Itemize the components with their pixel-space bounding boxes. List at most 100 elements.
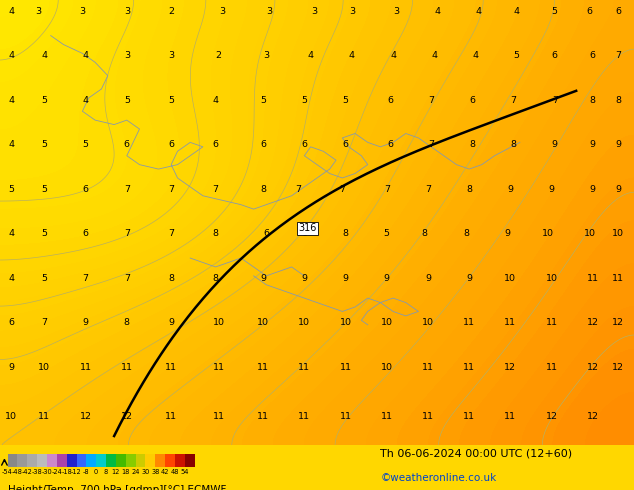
Text: 0: 0	[94, 469, 98, 475]
Text: 6: 6	[586, 7, 593, 16]
Text: 4: 4	[307, 51, 314, 60]
Text: 48: 48	[171, 469, 179, 475]
Text: 12: 12	[121, 412, 133, 420]
Text: 7: 7	[510, 96, 517, 104]
Text: 3: 3	[393, 7, 399, 16]
Text: 8: 8	[212, 273, 219, 283]
Text: 11: 11	[340, 412, 351, 420]
Text: 3: 3	[124, 51, 130, 60]
Text: 5: 5	[41, 185, 48, 194]
Text: 9: 9	[301, 273, 307, 283]
Text: 12: 12	[80, 412, 91, 420]
Text: 6: 6	[469, 96, 476, 104]
Text: 11: 11	[463, 412, 475, 420]
Text: 6: 6	[260, 140, 266, 149]
Text: 7: 7	[124, 185, 130, 194]
Text: 3: 3	[168, 51, 174, 60]
Text: 4: 4	[8, 7, 15, 16]
Text: 18: 18	[122, 469, 130, 475]
Bar	[165, 454, 175, 467]
Text: -38: -38	[32, 469, 42, 475]
Text: 8: 8	[510, 140, 517, 149]
Bar	[47, 454, 57, 467]
Text: 6: 6	[387, 96, 393, 104]
Text: 8: 8	[168, 273, 174, 283]
Text: 7: 7	[384, 185, 390, 194]
Text: 6: 6	[301, 229, 307, 238]
Text: 3: 3	[35, 7, 41, 16]
Text: 7: 7	[82, 273, 89, 283]
Text: 10: 10	[612, 229, 624, 238]
Text: 6: 6	[301, 140, 307, 149]
Text: 9: 9	[168, 318, 174, 327]
Text: 9: 9	[615, 185, 621, 194]
Text: 9: 9	[504, 229, 510, 238]
Text: 11: 11	[422, 363, 434, 371]
Text: 10: 10	[505, 273, 516, 283]
Text: 6: 6	[615, 7, 621, 16]
Text: 12: 12	[505, 363, 516, 371]
Text: 3: 3	[124, 7, 130, 16]
Text: 6: 6	[590, 51, 596, 60]
Text: 11: 11	[587, 273, 598, 283]
Text: 11: 11	[165, 363, 177, 371]
Text: 4: 4	[8, 229, 15, 238]
Text: 6: 6	[212, 140, 219, 149]
Text: 9: 9	[425, 273, 431, 283]
Text: -12: -12	[71, 469, 82, 475]
Text: 5: 5	[552, 7, 558, 16]
Text: 11: 11	[381, 412, 392, 420]
Text: 11: 11	[463, 363, 475, 371]
Text: 9: 9	[82, 318, 89, 327]
Text: 4: 4	[8, 51, 15, 60]
Text: 9: 9	[260, 273, 266, 283]
Text: 12: 12	[587, 363, 598, 371]
Text: 8: 8	[466, 185, 472, 194]
Text: 7: 7	[124, 229, 130, 238]
Text: 10: 10	[257, 318, 269, 327]
Text: 9: 9	[384, 273, 390, 283]
Text: 11: 11	[299, 363, 310, 371]
Text: 8: 8	[212, 229, 219, 238]
Text: 38: 38	[151, 469, 159, 475]
Text: 11: 11	[422, 412, 434, 420]
Text: 3: 3	[311, 7, 317, 16]
Text: 10: 10	[381, 318, 392, 327]
Bar	[175, 454, 184, 467]
Text: 10: 10	[543, 229, 554, 238]
Text: 5: 5	[41, 96, 48, 104]
Text: -8: -8	[83, 469, 89, 475]
Text: 5: 5	[8, 185, 15, 194]
Text: 11: 11	[612, 273, 624, 283]
Text: -42: -42	[22, 469, 33, 475]
Text: 8: 8	[422, 229, 428, 238]
Text: 4: 4	[82, 96, 89, 104]
Text: 5: 5	[41, 229, 48, 238]
Text: 8: 8	[260, 185, 266, 194]
Text: 11: 11	[546, 318, 557, 327]
Text: 10: 10	[340, 318, 351, 327]
Text: 6: 6	[263, 229, 269, 238]
Text: 30: 30	[141, 469, 150, 475]
Text: 9: 9	[507, 185, 514, 194]
Text: 5: 5	[514, 51, 520, 60]
Text: ©weatheronline.co.uk: ©weatheronline.co.uk	[380, 473, 496, 483]
Text: 5: 5	[82, 140, 89, 149]
Text: -30: -30	[42, 469, 53, 475]
Text: 10: 10	[213, 318, 224, 327]
Text: 10: 10	[584, 229, 595, 238]
Text: 4: 4	[390, 51, 396, 60]
Text: 8: 8	[104, 469, 108, 475]
Text: 10: 10	[422, 318, 434, 327]
Text: 9: 9	[615, 140, 621, 149]
Text: 12: 12	[587, 412, 598, 420]
Text: 7: 7	[425, 185, 431, 194]
Bar	[184, 454, 195, 467]
Text: 6: 6	[387, 140, 393, 149]
Text: 5: 5	[168, 96, 174, 104]
Text: 11: 11	[340, 363, 351, 371]
Text: 6: 6	[552, 51, 558, 60]
Text: 4: 4	[8, 140, 15, 149]
Bar	[57, 454, 67, 467]
Text: 11: 11	[213, 412, 224, 420]
